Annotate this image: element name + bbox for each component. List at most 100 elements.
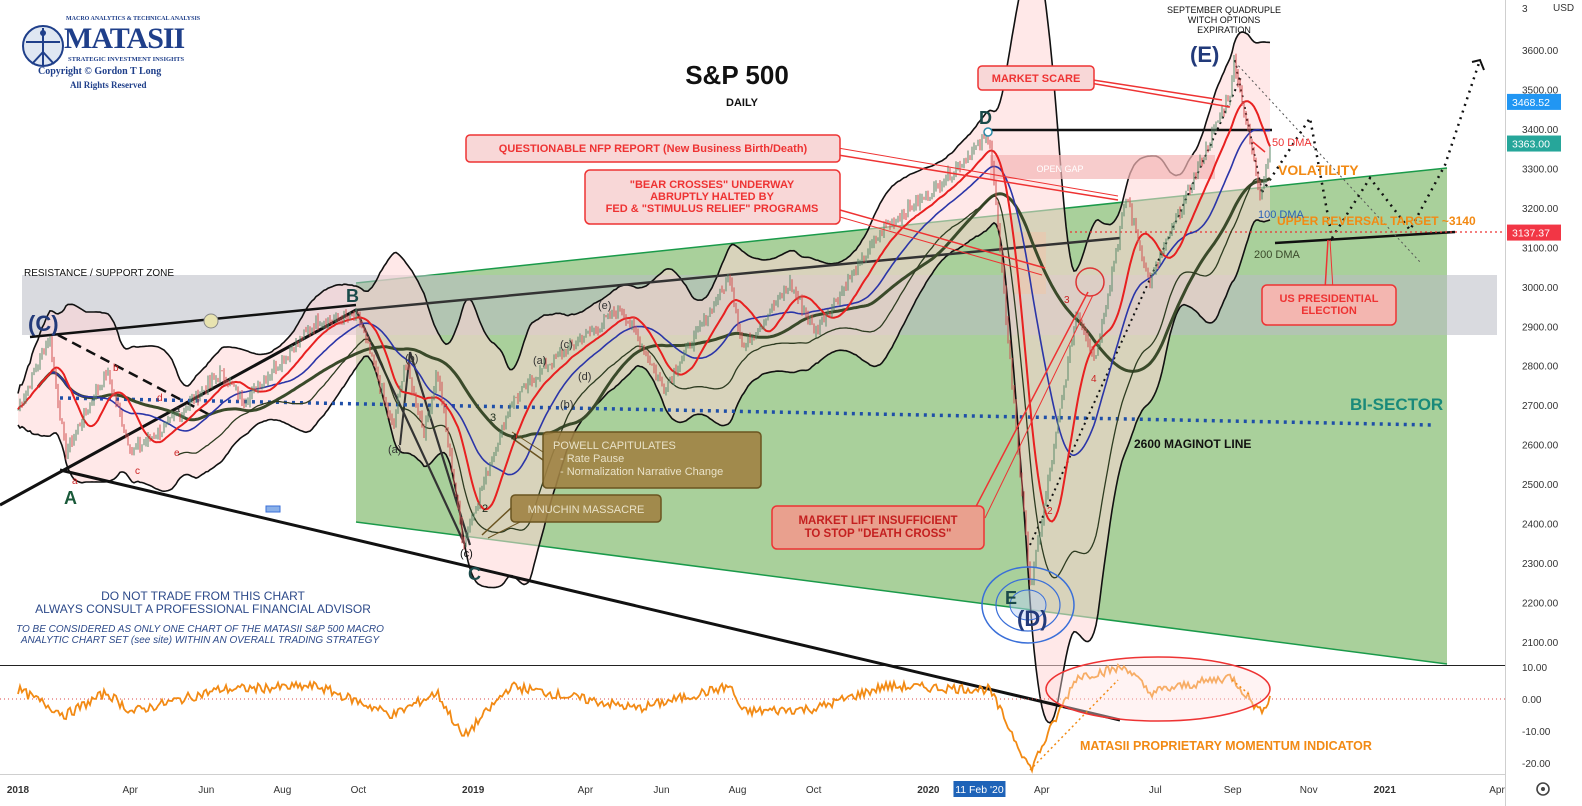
time-tick-label: Sep (1224, 785, 1242, 796)
election-pointer (1324, 239, 1329, 291)
num-2: 2 (482, 503, 488, 515)
powell-label-2: - Rate Pause (560, 453, 624, 465)
time-tick-label: Jun (198, 785, 214, 796)
zone-marker (203, 313, 219, 329)
open-gap-label: OPEN GAP (1036, 164, 1083, 174)
trend-line-b-e (355, 236, 1121, 312)
nfp-label: QUESTIONABLE NFP REPORT (New Business Bi… (499, 143, 808, 155)
time-tick-label: Aug (729, 785, 747, 796)
wave-pE: (E) (1190, 42, 1219, 67)
momentum-axis[interactable]: 10.00 0.00 -10.00 -20.00 (1522, 663, 1551, 770)
e-circle-outer (981, 566, 1075, 644)
momentum-pane (0, 666, 1505, 774)
upper-trend-line-2018 (29, 303, 357, 339)
chart-title: S&P 500 (685, 60, 789, 90)
logo-subtitle: STRATEGIC INVESTMENT INSIGHTS (68, 56, 185, 63)
sept-label-1: SEPTEMBER QUADRUPLE (1167, 5, 1281, 15)
red-a: a (72, 476, 78, 487)
market-scare-pointer (1089, 82, 1231, 108)
price-axis[interactable]: 2100.00 2200.00 2300.00 2400.00 2500.00 2600.… (1507, 4, 1561, 649)
time-highlight-label: 11 Feb '20 (955, 784, 1004, 796)
time-highlight-badge (953, 781, 1006, 797)
price-tick-label: 3200.00 (1522, 204, 1559, 215)
price-badge (1507, 93, 1561, 110)
settings-gear-icon[interactable] (1536, 782, 1550, 796)
sub-wave-c: (c) (460, 548, 473, 560)
momentum-tick-label: -20.00 (1522, 759, 1551, 770)
powell-label-3: - Normalization Narrative Change (560, 466, 723, 478)
price-candles (17, 53, 1271, 586)
open-gap-box (990, 155, 1215, 179)
wave-B: B (346, 286, 359, 306)
matasii-logo: MACRO ANALYTICS & TECHNICAL ANALYSIS MAT… (18, 12, 218, 96)
price-tick-label: 3600.00 (1522, 46, 1559, 57)
rally-dotted-line (1029, 74, 1243, 546)
price-tick-label: 2700.00 (1522, 401, 1559, 412)
price-badge-label: 3468.52 (1512, 97, 1550, 109)
price-badge (1507, 224, 1561, 241)
num-3: 3 (490, 412, 496, 424)
sub-wave-b: (b) (405, 353, 418, 365)
num-2-red: 2 (1047, 506, 1053, 517)
e-circle-core (1009, 589, 1047, 621)
logo-copyright: Copyright © Gordon T Long (38, 66, 162, 77)
volatility-label: VOLATILITY (1278, 162, 1359, 178)
ma-50 (17, 100, 1271, 523)
sept-label-3: EXPIRATION (1197, 25, 1251, 35)
momentum-line (17, 662, 1271, 774)
bear-pointer (839, 209, 1046, 269)
time-tick-label: Aug (273, 785, 291, 796)
ma-200 (36, 177, 1271, 439)
time-tick-label: 2020 (917, 785, 940, 796)
logo-name: MATASII (64, 22, 185, 55)
resistance-zone-label: RESISTANCE / SUPPORT ZONE (24, 268, 174, 279)
sub-wave-a2: (a) (533, 355, 546, 367)
red-a2: a (175, 404, 180, 414)
time-tick-label: Jul (1149, 785, 1162, 796)
mnuchin-label: MNUCHIN MASSACRE (528, 504, 645, 516)
lower-support-line (59, 468, 1121, 722)
price-tick-label: 2500.00 (1522, 480, 1559, 491)
ma200-label: 200 DMA (1254, 249, 1301, 261)
upper-target-label: UPPER REVERSAL TARGET ~3140 (1277, 214, 1476, 228)
wave-D: D (979, 108, 992, 128)
sub-wave-e: (e) (598, 300, 611, 312)
price-tick-label: 2200.00 (1522, 599, 1559, 610)
time-tick-label: Apr (578, 785, 594, 796)
price-tick-label: 2800.00 (1522, 362, 1559, 373)
price-tick-label: 2900.00 (1522, 322, 1559, 333)
price-tick-label: 3300.00 (1522, 164, 1559, 175)
price-tick-label: 3 (1522, 4, 1528, 15)
time-tick-label: Nov (1300, 785, 1318, 796)
time-tick-label: Oct (351, 785, 367, 796)
wave-A: A (64, 488, 77, 508)
ma-100 (17, 128, 1271, 476)
num-4-red: 4 (1091, 374, 1097, 385)
cross-circle (1075, 267, 1105, 297)
sub-wave-c2: (c) (560, 339, 573, 351)
price-badge (1507, 135, 1561, 152)
currency-label: USD (1553, 3, 1574, 14)
red-d: d (157, 393, 163, 404)
momentum-tick-label: 10.00 (1522, 663, 1547, 674)
d-marker (983, 127, 993, 137)
time-axis[interactable]: 2018 Apr Jun Aug Oct 2019 Apr Jun Aug Oct 2020 Apr J… (7, 781, 1506, 797)
momentum-trend-dotted (1029, 679, 1119, 771)
disclaimer-line-1: TO BE CONSIDERED AS ONLY ONE CHART OF TH… (16, 624, 384, 635)
lift-pointer (969, 291, 1089, 519)
red-b: b (113, 363, 119, 374)
num-4: 4 (511, 432, 517, 444)
nfp-pointer (837, 154, 1119, 201)
lower-trend-line-2018 (0, 308, 357, 507)
time-tick-label: Apr (122, 785, 138, 796)
price-tick-label: 3000.00 (1522, 283, 1559, 294)
wave-pC: (C) (28, 311, 59, 336)
time-tick-label: Oct (806, 785, 822, 796)
warning-line-1: DO NOT TRADE FROM THIS CHART (101, 589, 305, 603)
lift-label-1: MARKET LIFT INSUFFICIENT (798, 515, 957, 527)
wave-C: C (468, 564, 481, 584)
red-c: c (135, 466, 140, 477)
momentum-title: MATASII PROPRIETARY MOMENTUM INDICATOR (1080, 739, 1372, 753)
e-circle-inner (995, 578, 1061, 632)
